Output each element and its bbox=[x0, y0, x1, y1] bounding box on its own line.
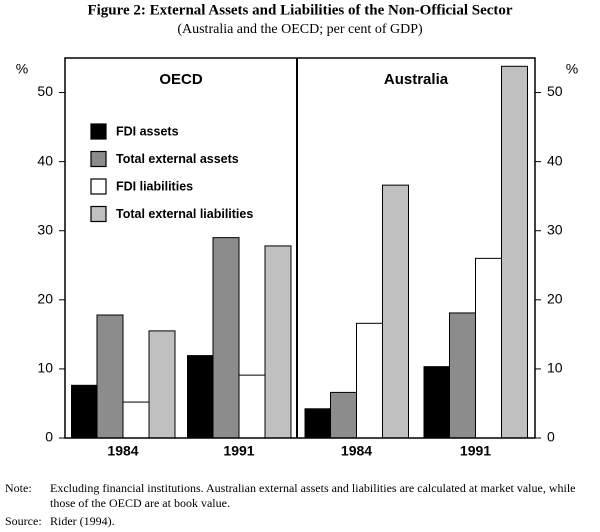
plot-frame bbox=[64, 57, 536, 439]
bar bbox=[304, 408, 331, 438]
y-tick-label: 40 bbox=[37, 152, 53, 168]
y-tick-label: 50 bbox=[547, 83, 563, 99]
legend-swatch bbox=[90, 150, 107, 168]
bar bbox=[264, 245, 292, 439]
y-tick-label: 20 bbox=[37, 291, 53, 307]
x-tick-label: 1984 bbox=[107, 443, 138, 459]
y-axis-label: % bbox=[566, 61, 578, 77]
source-label: Source: bbox=[5, 514, 42, 528]
y-tick-label: 30 bbox=[37, 221, 53, 237]
chart-subtitle: (Australia and the OECD; per cent of GDP… bbox=[177, 22, 423, 37]
note: Excluding financial institutions. Austra… bbox=[50, 481, 576, 510]
source: Rider (1994). bbox=[50, 514, 115, 528]
legend-swatch bbox=[90, 205, 107, 223]
bar bbox=[501, 65, 528, 439]
bar bbox=[122, 401, 150, 439]
legend-label: Total external liabilities bbox=[116, 207, 253, 221]
bar bbox=[212, 237, 240, 439]
legend-swatch bbox=[90, 123, 107, 140]
x-tick-label: 1984 bbox=[341, 443, 372, 459]
y-tick-label: 50 bbox=[37, 83, 53, 99]
panel-title: OECD bbox=[159, 71, 203, 88]
x-tick-label: 1991 bbox=[223, 443, 254, 459]
panel-title: Australia bbox=[384, 71, 449, 88]
bar bbox=[356, 322, 383, 439]
legend-label: FDI liabilities bbox=[116, 179, 193, 193]
y-axis-label: % bbox=[16, 61, 28, 77]
y-tick-label: 40 bbox=[547, 152, 563, 168]
note-label: Note: bbox=[5, 481, 32, 495]
y-tick-label: 10 bbox=[547, 360, 563, 376]
bar bbox=[148, 330, 176, 439]
legend-label: FDI assets bbox=[116, 124, 179, 138]
bar bbox=[71, 384, 97, 438]
y-tick-label: 10 bbox=[37, 360, 53, 376]
bar bbox=[238, 374, 266, 439]
bar bbox=[330, 391, 357, 439]
bar bbox=[449, 312, 476, 439]
y-tick-label: 0 bbox=[45, 429, 53, 445]
y-tick-label: 0 bbox=[547, 429, 555, 445]
x-tick-label: 1991 bbox=[460, 443, 491, 459]
chart-title: Figure 2: External Assets and Liabilitie… bbox=[87, 2, 512, 18]
y-tick-label: 20 bbox=[547, 291, 563, 307]
bar bbox=[423, 366, 450, 438]
bar bbox=[382, 184, 409, 439]
y-tick-label: 30 bbox=[547, 221, 563, 237]
legend-swatch bbox=[90, 178, 107, 195]
bar bbox=[96, 314, 124, 439]
bar bbox=[475, 257, 502, 439]
bar bbox=[187, 355, 213, 438]
legend-label: Total external assets bbox=[116, 152, 239, 166]
